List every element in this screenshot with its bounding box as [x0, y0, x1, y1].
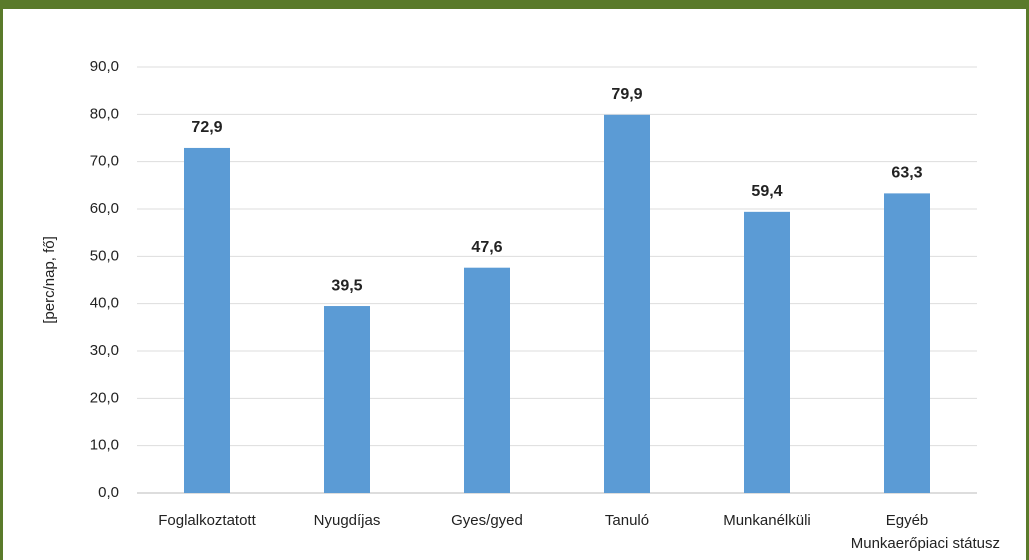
bar [604, 114, 650, 493]
y-tick-label: 0,0 [98, 484, 119, 501]
value-label: 39,5 [331, 277, 362, 294]
y-tick-label: 70,0 [90, 153, 119, 170]
x-tick-label: Gyes/gyed [451, 512, 523, 529]
x-tick-label: Munkanélküli [723, 512, 811, 529]
value-label: 59,4 [751, 183, 782, 200]
y-tick-label: 10,0 [90, 437, 119, 454]
top-border [0, 0, 1029, 9]
y-tick-label: 20,0 [90, 389, 119, 406]
x-tick-label: Tanuló [605, 512, 649, 529]
y-tick-label: 80,0 [90, 105, 119, 122]
y-axis-label: [perc/nap, fő] [41, 236, 58, 324]
bar [464, 267, 510, 493]
value-label: 72,9 [191, 119, 222, 136]
value-label: 47,6 [471, 239, 502, 256]
x-axis-label: Munkaerőpiaci státusz [851, 535, 1000, 552]
x-tick-label: Egyéb [886, 512, 929, 529]
bar [744, 211, 790, 493]
right-border [1026, 0, 1029, 560]
y-tick-label: 60,0 [90, 200, 119, 217]
y-tick-label: 30,0 [90, 342, 119, 359]
left-border [0, 0, 3, 560]
bar [884, 193, 930, 493]
y-tick-label: 40,0 [90, 295, 119, 312]
bar [324, 306, 370, 493]
value-label: 79,9 [611, 86, 642, 103]
x-tick-label: Foglalkoztatott [158, 512, 256, 529]
value-label: 63,3 [891, 165, 922, 182]
y-tick-label: 90,0 [90, 58, 119, 75]
y-tick-label: 50,0 [90, 247, 119, 264]
x-tick-label: Nyugdíjas [314, 512, 381, 529]
bar [184, 147, 230, 493]
